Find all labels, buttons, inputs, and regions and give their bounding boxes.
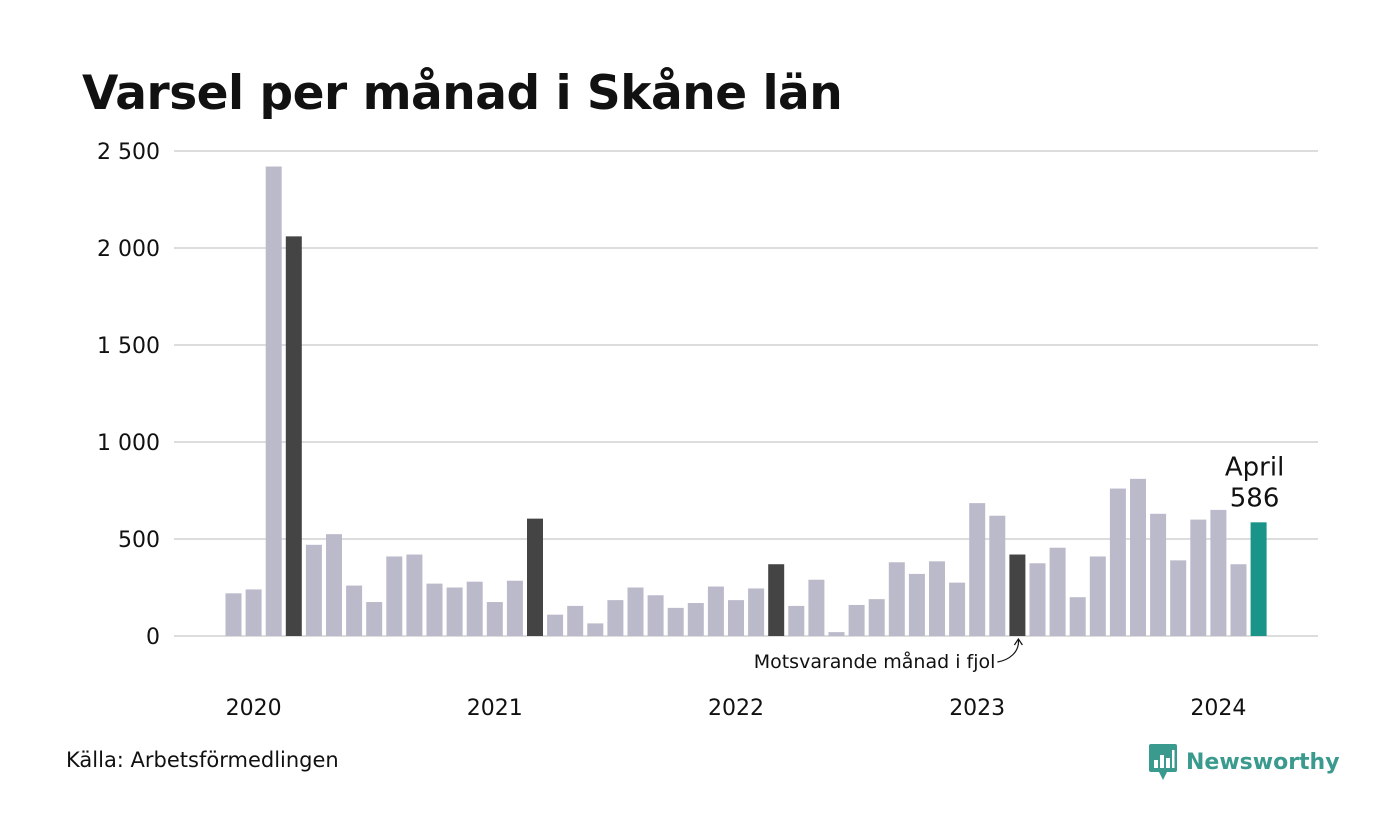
y-tick-label: 0 xyxy=(146,625,160,650)
bar: 2023-03: 620 xyxy=(989,515,1006,636)
bar: 2023-11: 630 xyxy=(1150,513,1167,636)
bar: 2022-11: 320 xyxy=(908,573,925,636)
bar: 2023-12: 390 xyxy=(1170,560,1187,636)
bar: 2024-02: 650 xyxy=(1210,509,1227,636)
bar: 2022-08: 160 xyxy=(848,604,865,636)
grid-lines xyxy=(174,150,1318,637)
bar: 2022-12: 385 xyxy=(929,561,945,636)
comparison-bar: 2020-04: 2060 xyxy=(285,236,302,637)
bar: 2020-08: 175 xyxy=(366,602,383,636)
bar: 2020-01: 220 xyxy=(225,593,242,636)
x-tick-label: 2023 xyxy=(949,696,1005,721)
comparison-bar: 2022-04: 370 xyxy=(768,564,785,636)
bar: 2023-05: 375 xyxy=(1029,563,1046,636)
y-tick-label: 2 500 xyxy=(97,140,160,165)
y-tick-label: 500 xyxy=(118,528,160,553)
bar: 2023-02: 685 xyxy=(969,503,986,636)
bar: 2020-12: 250 xyxy=(446,587,463,636)
bar: 2020-06: 525 xyxy=(326,534,342,636)
bar: 2021-09: 250 xyxy=(627,587,644,636)
x-tick-label: 2024 xyxy=(1190,696,1246,721)
bar: 2023-09: 760 xyxy=(1109,488,1126,636)
bar: 2022-03: 245 xyxy=(748,588,765,636)
bar: 2021-05: 110 xyxy=(547,614,564,636)
comparison-note: Motsvarande månad i fjol xyxy=(754,650,996,673)
y-tick-label: 1 500 xyxy=(97,334,160,359)
bar: 2023-06: 455 xyxy=(1049,547,1066,636)
x-tick-label: 2022 xyxy=(708,696,764,721)
bar: 2022-06: 290 xyxy=(808,579,825,636)
latest-month-label: April xyxy=(1225,452,1284,482)
bar: 2024-01: 600 xyxy=(1190,519,1207,636)
arrowhead-icon xyxy=(1013,637,1023,646)
bar: 2020-11: 270 xyxy=(426,583,443,636)
bar: 2022-10: 380 xyxy=(888,562,905,636)
bar: 2022-07: 20 xyxy=(828,632,845,636)
bar: 2020-07: 260 xyxy=(346,585,363,636)
bar: 2021-06: 155 xyxy=(567,605,584,636)
bar: 2021-02: 175 xyxy=(486,602,503,636)
brand-logo: Newsworthy xyxy=(1148,742,1340,782)
y-tick-label: 1 000 xyxy=(97,431,160,456)
source-note: Källa: Arbetsförmedlingen xyxy=(66,748,339,772)
newsworthy-logo-icon xyxy=(1149,744,1177,780)
bar: 2022-01: 255 xyxy=(707,586,724,636)
bar: 2020-02: 240 xyxy=(245,589,262,636)
x-tick-label: 2021 xyxy=(467,696,523,721)
bars: 2020-01: 2202020-02: 2402020-03: 2420202… xyxy=(225,166,1267,637)
bar: 2023-07: 200 xyxy=(1069,597,1086,636)
bar: 2020-09: 410 xyxy=(386,556,403,636)
page-title: Varsel per månad i Skåne län xyxy=(82,66,843,121)
bar: 2023-10: 810 xyxy=(1130,478,1146,636)
bar: 2020-05: 470 xyxy=(305,544,322,636)
comparison-bar: 2023-04: 420 xyxy=(1009,554,1026,636)
comparison-arrow-icon xyxy=(997,639,1020,663)
bar: 2022-02: 185 xyxy=(728,600,744,636)
comparison-bar: 2021-04: 605 xyxy=(527,518,543,636)
bar: 2024-03: 370 xyxy=(1230,564,1247,636)
bar: 2021-10: 210 xyxy=(647,595,664,636)
bar: 2021-08: 185 xyxy=(607,600,624,636)
bar: 2023-01: 275 xyxy=(949,582,966,636)
x-axis-labels: 2020 2021 2022 2023 2024 xyxy=(226,696,1247,721)
bar: 2021-11: 145 xyxy=(667,607,684,636)
highlight-bar: 2024-04: 586 xyxy=(1250,522,1267,636)
y-tick-label: 2 000 xyxy=(97,237,160,262)
bar: 2020-10: 420 xyxy=(406,554,423,636)
x-tick-label: 2020 xyxy=(226,696,282,721)
bar: 2021-01: 280 xyxy=(466,581,483,636)
bar: 2020-03: 2420 xyxy=(265,166,282,636)
bar: 2022-09: 190 xyxy=(868,599,885,636)
bar: 2021-07: 65 xyxy=(587,623,604,636)
bar: 2021-12: 170 xyxy=(687,603,704,636)
latest-value-label: 586 xyxy=(1230,483,1280,513)
y-axis-labels: 0 500 1 000 1 500 2 000 2 500 xyxy=(97,140,160,650)
bar: 2022-05: 155 xyxy=(788,605,805,636)
bar: 2021-03: 285 xyxy=(506,580,523,636)
brand-name: Newsworthy xyxy=(1186,749,1340,775)
bar: 2023-08: 410 xyxy=(1089,556,1106,636)
annotations: April 586 Motsvarande månad i fjol xyxy=(754,452,1285,673)
